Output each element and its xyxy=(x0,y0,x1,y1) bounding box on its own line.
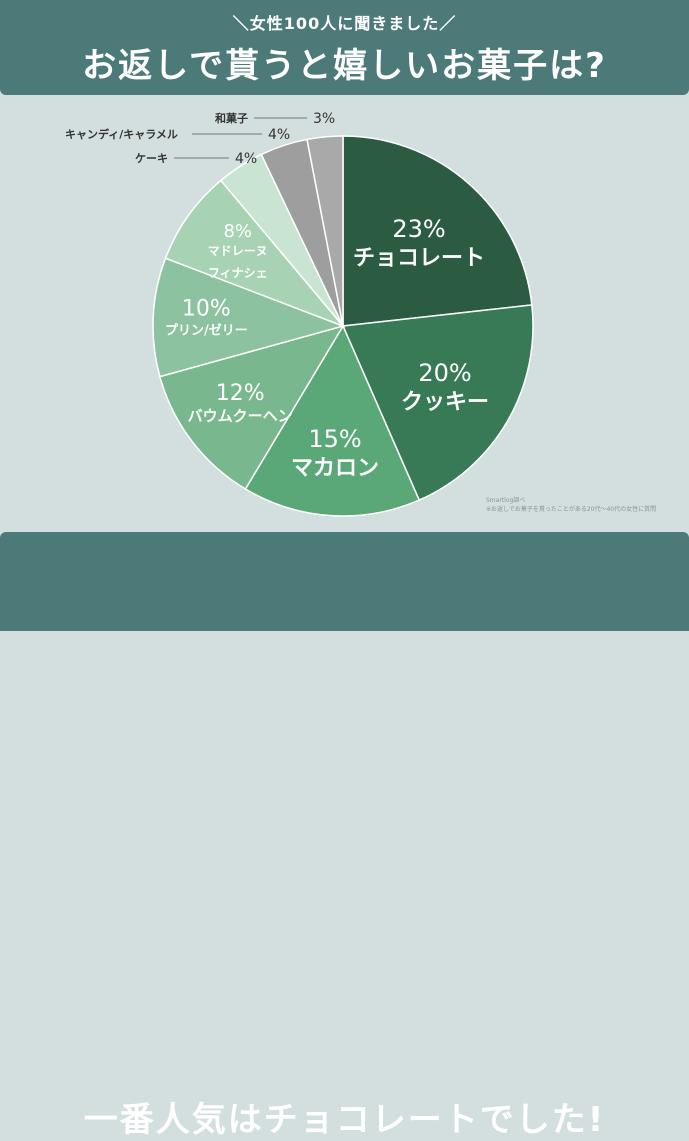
callout-category-label-9: 和菓子 xyxy=(215,111,248,125)
slice-value-label-4: 12% xyxy=(216,381,265,406)
page-title: お返しで貰うと嬉しいお菓子は? xyxy=(82,46,607,86)
slice-category-label-1: チョコレート xyxy=(353,246,485,271)
slice-value-label-2: 20% xyxy=(418,359,471,387)
pie-slice-2 xyxy=(341,304,534,502)
callout-category-label-8: キャンディ/キャラメル xyxy=(65,127,178,141)
callout-category-label-7: ケーキ xyxy=(135,152,168,165)
slice-category-label-5: プリン/ゼリー xyxy=(165,322,248,338)
pie-slice-3 xyxy=(244,324,421,517)
pie-slice-4 xyxy=(158,324,345,491)
source-note: Smartlog調べ ※お返しでお菓子を貰ったことがある20代〜40代の女性に質… xyxy=(486,496,656,514)
slice-value-label-6: 8% xyxy=(223,221,252,242)
slice-category-label-4: バウムクーヘン xyxy=(188,407,293,425)
slice-category-label-3: マカロン xyxy=(291,456,379,481)
header-banner: ＼女性100人に聞きました／ お返しで貰うと嬉しいお菓子は? xyxy=(0,0,689,95)
conclusion-text: 一番人気はチョコレートでした! xyxy=(83,1100,606,1140)
callout-value-label-9: 3% xyxy=(313,111,335,127)
pie-chart: 23% チョコレート 20% クッキー 15% マカロン 12%バウムクーヘン 10%プリン/… xyxy=(65,111,534,517)
survey-subtitle: ＼女性100人に聞きました／ xyxy=(232,14,457,33)
slice-value-label-1: 23% xyxy=(392,215,445,243)
source-line-1: Smartlog調べ xyxy=(486,497,526,504)
footer-banner: 一番人気はチョコレートでした! xyxy=(0,532,689,1140)
slice-category-label-2: クッキー xyxy=(401,390,489,415)
pie-slice-9 xyxy=(306,135,344,327)
pie-slice-6 xyxy=(164,179,346,328)
pie-slice-1 xyxy=(342,135,533,327)
slice-category-label-6-1: マドレーヌ xyxy=(208,244,268,258)
slice-value-label-3: 15% xyxy=(308,425,361,453)
slice-value-label-5: 10% xyxy=(182,296,231,321)
slice-category-label-6-2: フィナシェ xyxy=(208,266,268,280)
callout-value-label-8: 4% xyxy=(268,127,290,143)
callout-value-label-7: 4% xyxy=(235,151,257,167)
pie-slice-5 xyxy=(152,257,346,378)
source-line-2: ※お返しでお菓子を貰ったことがある20代〜40代の女性に質問 xyxy=(486,506,657,513)
